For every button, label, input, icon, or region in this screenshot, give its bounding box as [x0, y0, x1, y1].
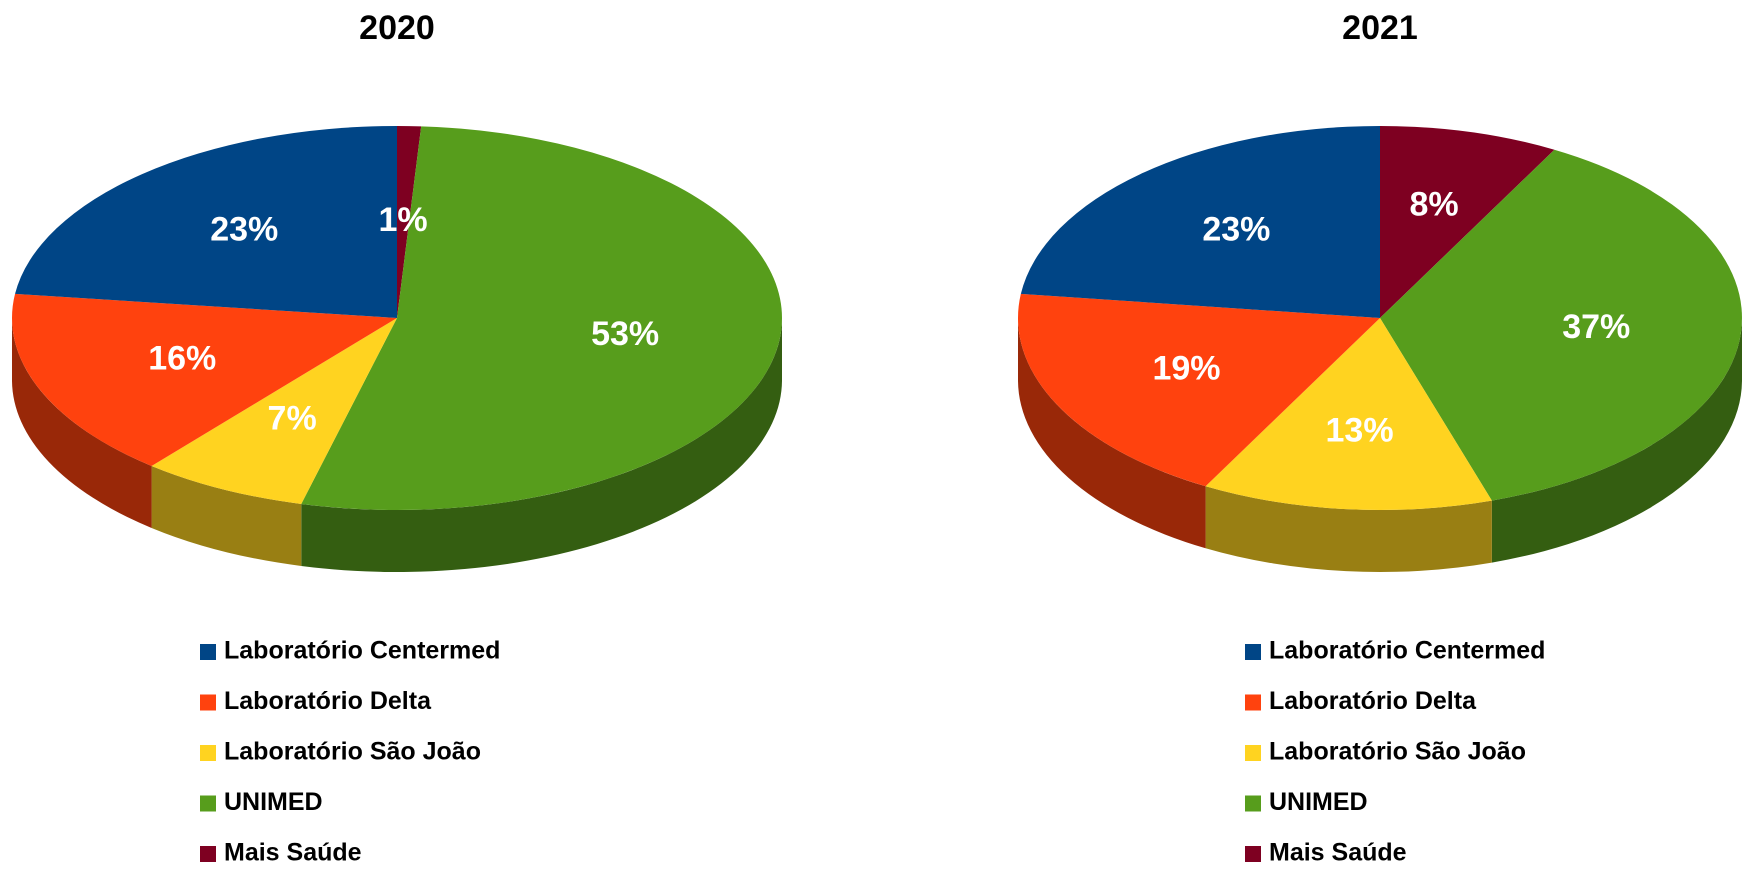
legend-swatch — [200, 745, 216, 761]
legend-swatch — [1245, 745, 1261, 761]
slice — [1018, 293, 1380, 487]
legend-label: Laboratório Centermed — [224, 637, 500, 665]
data-label: 37% — [1562, 308, 1630, 346]
legend-swatch — [200, 795, 216, 812]
data-label: 16% — [148, 339, 216, 377]
slice — [397, 126, 422, 318]
legend-label: Laboratório Delta — [224, 687, 432, 715]
slice-side — [12, 318, 152, 528]
legend-label: Laboratório Delta — [1269, 687, 1477, 715]
chart-title: 2020 — [359, 9, 435, 47]
data-label: 1% — [378, 201, 427, 239]
slice — [11, 293, 397, 466]
data-label: 23% — [210, 211, 278, 249]
legend-label: Laboratório Centermed — [1269, 637, 1545, 665]
slice-side — [1018, 318, 1206, 549]
slice — [1380, 149, 1743, 501]
slice-side — [151, 465, 302, 566]
slice — [15, 126, 398, 318]
data-label: 8% — [1409, 185, 1458, 223]
legend-swatch — [1245, 795, 1261, 812]
data-label: 13% — [1326, 412, 1394, 450]
slice — [1380, 126, 1555, 318]
slice — [1205, 318, 1492, 510]
slice — [301, 126, 783, 510]
legend-swatch — [1245, 846, 1261, 862]
legend-swatch — [200, 644, 216, 660]
legend-swatch — [1245, 644, 1261, 660]
data-label: 53% — [591, 315, 659, 353]
legend-swatch — [1245, 694, 1261, 711]
data-label: 23% — [1202, 211, 1270, 249]
chart-title: 2021 — [1342, 9, 1418, 47]
legend-label: Laboratório São João — [1269, 738, 1526, 766]
legend-label: Mais Saúde — [224, 839, 362, 867]
legend-label: UNIMED — [1269, 788, 1368, 816]
legend-label: UNIMED — [224, 788, 323, 816]
slice-side — [1491, 318, 1742, 563]
legend-label: Mais Saúde — [1269, 839, 1407, 867]
data-label: 19% — [1152, 349, 1220, 387]
legend-label: Laboratório São João — [224, 738, 481, 766]
slice — [1020, 126, 1380, 318]
legend-swatch — [200, 846, 216, 862]
slice-side — [1205, 486, 1492, 572]
slice-side — [301, 318, 782, 572]
slice — [151, 318, 397, 504]
data-label: 7% — [268, 400, 317, 438]
legend-swatch — [200, 694, 216, 711]
